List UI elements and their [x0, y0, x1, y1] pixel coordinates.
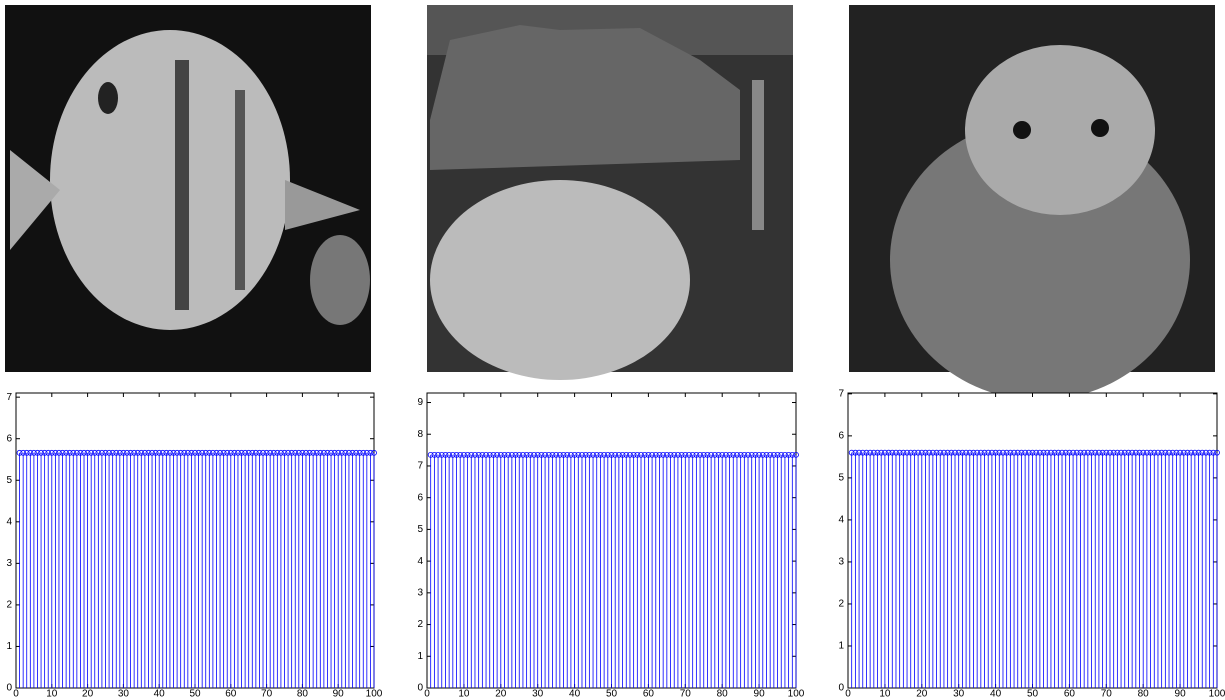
- y-tick-label: 7: [417, 461, 423, 472]
- y-tick-label: 4: [417, 556, 423, 567]
- x-tick-label: 0: [13, 689, 19, 700]
- y-tick-label: 9: [417, 397, 423, 408]
- x-tick-label: 100: [366, 689, 383, 700]
- y-tick-label: 0: [838, 683, 844, 694]
- x-tick-label: 90: [1175, 689, 1187, 700]
- x-tick-label: 40: [990, 689, 1002, 700]
- x-tick-label: 70: [680, 689, 692, 700]
- x-tick-label: 40: [569, 689, 581, 700]
- x-tick-label: 50: [189, 689, 201, 700]
- x-tick-label: 90: [754, 689, 766, 700]
- y-tick-label: 1: [417, 651, 423, 662]
- x-tick-label: 30: [118, 689, 130, 700]
- y-tick-label: 3: [6, 558, 12, 569]
- x-tick-label: 0: [424, 689, 430, 700]
- x-tick-label: 10: [458, 689, 470, 700]
- x-tick-label: 80: [297, 689, 309, 700]
- photo-desert: [427, 5, 793, 380]
- y-tick-label: 7: [838, 388, 844, 399]
- y-tick-label: 6: [6, 433, 12, 444]
- x-tick-label: 20: [495, 689, 507, 700]
- x-tick-label: 90: [333, 689, 345, 700]
- x-tick-label: 10: [879, 689, 891, 700]
- y-tick-label: 5: [838, 473, 844, 484]
- y-tick-label: 8: [417, 429, 423, 440]
- y-tick-label: 2: [6, 600, 12, 611]
- y-tick-label: 5: [6, 475, 12, 486]
- y-tick-label: 1: [6, 641, 12, 652]
- y-tick-label: 4: [6, 516, 12, 527]
- y-tick-label: 4: [838, 515, 844, 526]
- y-tick-label: 2: [417, 619, 423, 630]
- x-tick-label: 60: [1064, 689, 1076, 700]
- x-tick-label: 20: [916, 689, 928, 700]
- x-tick-label: 100: [788, 689, 805, 700]
- y-tick-label: 3: [417, 587, 423, 598]
- figure: 0123456701020304050607080901000123456789…: [0, 0, 1225, 700]
- x-tick-label: 60: [643, 689, 655, 700]
- x-tick-label: 40: [154, 689, 166, 700]
- x-tick-label: 80: [1138, 689, 1150, 700]
- x-tick-label: 70: [1101, 689, 1113, 700]
- x-tick-label: 70: [261, 689, 273, 700]
- x-tick-label: 80: [717, 689, 729, 700]
- photo-fish: [5, 5, 371, 372]
- y-tick-label: 0: [417, 683, 423, 694]
- y-tick-label: 1: [838, 641, 844, 652]
- x-tick-label: 0: [845, 689, 851, 700]
- y-tick-label: 5: [417, 524, 423, 535]
- y-tick-label: 6: [417, 492, 423, 503]
- x-tick-label: 100: [1209, 689, 1225, 700]
- x-tick-label: 30: [953, 689, 965, 700]
- y-tick-label: 0: [6, 683, 12, 694]
- x-tick-label: 10: [46, 689, 58, 700]
- x-tick-label: 50: [606, 689, 618, 700]
- y-tick-label: 6: [838, 431, 844, 442]
- y-tick-label: 2: [838, 599, 844, 610]
- x-tick-label: 50: [1027, 689, 1039, 700]
- photo-owl: [849, 5, 1215, 400]
- x-tick-label: 60: [225, 689, 237, 700]
- y-tick-label: 3: [838, 557, 844, 568]
- y-tick-label: 7: [6, 392, 12, 403]
- x-tick-label: 20: [82, 689, 94, 700]
- x-tick-label: 30: [532, 689, 544, 700]
